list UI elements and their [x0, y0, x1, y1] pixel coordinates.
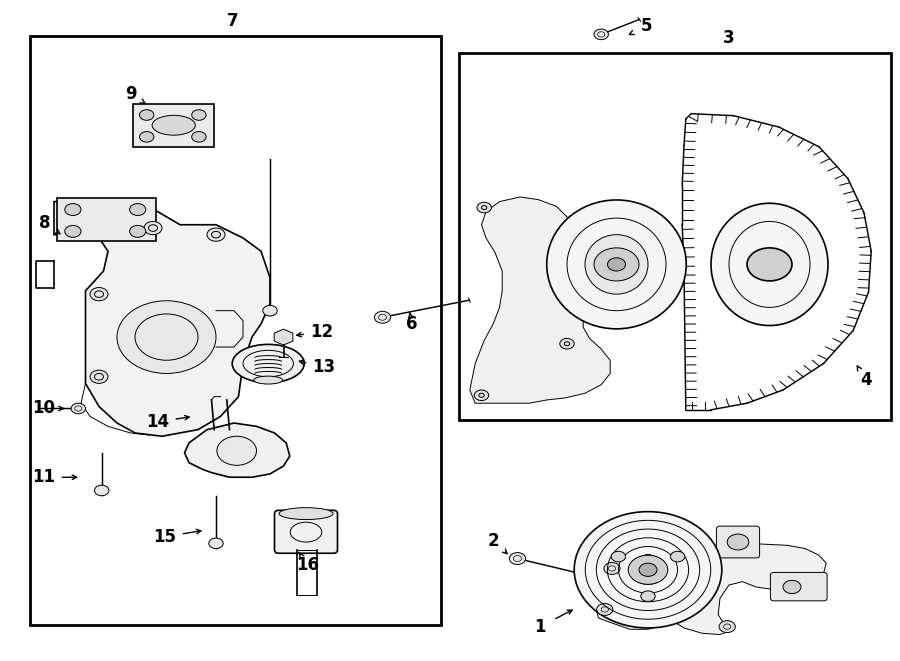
Circle shape — [130, 225, 146, 237]
Circle shape — [374, 311, 391, 323]
Circle shape — [264, 306, 276, 315]
Circle shape — [117, 301, 216, 373]
Circle shape — [670, 551, 685, 562]
Circle shape — [140, 132, 154, 142]
FancyBboxPatch shape — [716, 526, 760, 558]
Circle shape — [727, 534, 749, 550]
Circle shape — [209, 538, 223, 549]
Bar — [133, 104, 214, 147]
Circle shape — [140, 110, 154, 120]
Text: 15: 15 — [153, 527, 176, 546]
Circle shape — [549, 253, 563, 263]
Circle shape — [192, 132, 206, 142]
Bar — [459, 53, 891, 420]
Circle shape — [594, 248, 639, 281]
Text: 13: 13 — [312, 358, 336, 376]
Circle shape — [90, 288, 108, 301]
Circle shape — [628, 555, 668, 584]
Circle shape — [560, 338, 574, 349]
Text: 9: 9 — [125, 85, 136, 103]
Circle shape — [263, 305, 277, 316]
Ellipse shape — [547, 200, 686, 329]
Circle shape — [604, 563, 620, 574]
Text: 4: 4 — [860, 371, 871, 389]
Ellipse shape — [232, 344, 304, 383]
Ellipse shape — [152, 115, 195, 135]
Text: 6: 6 — [407, 315, 418, 333]
Text: 10: 10 — [32, 399, 55, 418]
Circle shape — [597, 603, 613, 615]
Circle shape — [783, 580, 801, 594]
Text: 5: 5 — [641, 17, 652, 36]
Polygon shape — [594, 543, 826, 635]
Circle shape — [65, 204, 81, 215]
Polygon shape — [54, 202, 270, 436]
FancyBboxPatch shape — [770, 572, 827, 601]
Circle shape — [611, 551, 625, 562]
Polygon shape — [184, 423, 290, 477]
Text: 3: 3 — [724, 29, 734, 48]
Circle shape — [594, 29, 608, 40]
Text: 7: 7 — [227, 12, 238, 30]
Circle shape — [641, 591, 655, 602]
Circle shape — [144, 221, 162, 235]
Circle shape — [509, 553, 526, 564]
Text: 8: 8 — [40, 214, 50, 233]
Text: 11: 11 — [32, 468, 55, 486]
Circle shape — [747, 248, 792, 281]
Circle shape — [71, 403, 86, 414]
Circle shape — [477, 202, 491, 213]
Text: 1: 1 — [535, 617, 545, 636]
Circle shape — [90, 370, 108, 383]
Circle shape — [192, 110, 206, 120]
Text: 2: 2 — [488, 531, 499, 550]
Text: 16: 16 — [296, 556, 320, 574]
Circle shape — [94, 485, 109, 496]
Circle shape — [95, 486, 108, 495]
Bar — [30, 36, 441, 625]
Ellipse shape — [585, 235, 648, 294]
Circle shape — [130, 204, 146, 215]
Circle shape — [217, 436, 256, 465]
Circle shape — [65, 225, 81, 237]
Circle shape — [640, 555, 656, 566]
Ellipse shape — [279, 508, 333, 520]
Circle shape — [608, 258, 625, 271]
Ellipse shape — [574, 512, 722, 628]
Ellipse shape — [711, 204, 828, 326]
Polygon shape — [470, 197, 610, 403]
Circle shape — [210, 539, 222, 548]
Text: 14: 14 — [146, 412, 169, 431]
Circle shape — [719, 621, 735, 633]
FancyBboxPatch shape — [274, 510, 338, 553]
Circle shape — [207, 228, 225, 241]
Bar — [57, 198, 156, 241]
Text: 12: 12 — [310, 323, 334, 341]
Circle shape — [474, 390, 489, 401]
Circle shape — [639, 563, 657, 576]
Ellipse shape — [254, 376, 283, 384]
